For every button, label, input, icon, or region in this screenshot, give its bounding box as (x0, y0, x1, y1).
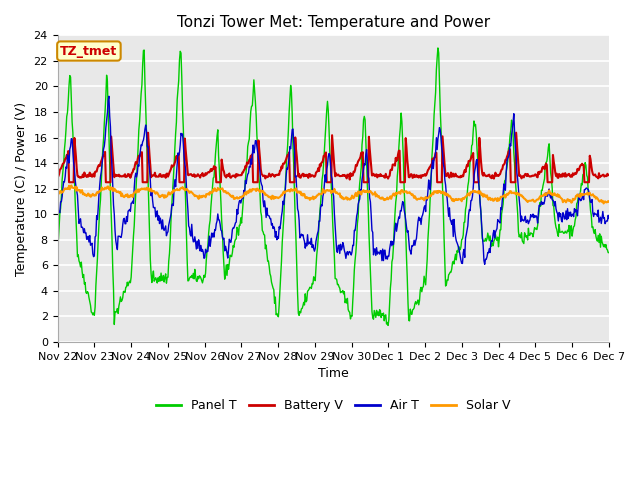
Panel T (384, 323, 392, 328)
Solar V (605, 199, 612, 204)
Title: Tonzi Tower Met: Temperature and Power: Tonzi Tower Met: Temperature and Power (177, 15, 490, 30)
Panel T (434, 45, 442, 51)
Battery V (605, 172, 612, 178)
Battery V (206, 168, 214, 174)
Battery V (65, 180, 73, 185)
Panel T (63, 109, 71, 115)
Y-axis label: Temperature (C) / Power (V): Temperature (C) / Power (V) (15, 102, 28, 276)
Solar V (417, 194, 425, 200)
Panel T (54, 248, 61, 254)
Battery V (54, 173, 61, 179)
Panel T (120, 288, 128, 294)
Text: TZ_tmet: TZ_tmet (60, 45, 118, 58)
Battery V (121, 171, 129, 177)
Line: Air T: Air T (58, 96, 609, 264)
Legend: Panel T, Battery V, Air T, Solar V: Panel T, Battery V, Air T, Solar V (150, 394, 516, 417)
Air T (177, 131, 185, 136)
Air T (105, 94, 113, 99)
X-axis label: Time: Time (318, 367, 349, 380)
Line: Battery V: Battery V (58, 132, 609, 182)
Air T (121, 221, 129, 227)
Line: Solar V: Solar V (58, 185, 609, 204)
Air T (206, 243, 214, 249)
Solar V (121, 193, 129, 199)
Line: Panel T: Panel T (58, 48, 609, 325)
Solar V (206, 189, 214, 195)
Air T (401, 212, 409, 217)
Battery V (177, 180, 185, 185)
Battery V (63, 153, 71, 159)
Solar V (177, 185, 185, 191)
Solar V (401, 189, 409, 194)
Panel T (605, 250, 612, 255)
Panel T (401, 204, 409, 210)
Solar V (67, 182, 75, 188)
Battery V (401, 180, 409, 185)
Battery V (417, 175, 425, 181)
Solar V (54, 193, 61, 199)
Solar V (63, 185, 71, 191)
Air T (54, 215, 61, 221)
Panel T (205, 222, 213, 228)
Battery V (512, 130, 520, 135)
Air T (63, 152, 71, 158)
Solar V (600, 201, 607, 206)
Panel T (417, 285, 425, 290)
Air T (481, 262, 488, 267)
Air T (605, 216, 612, 221)
Panel T (177, 48, 184, 54)
Air T (417, 222, 425, 228)
